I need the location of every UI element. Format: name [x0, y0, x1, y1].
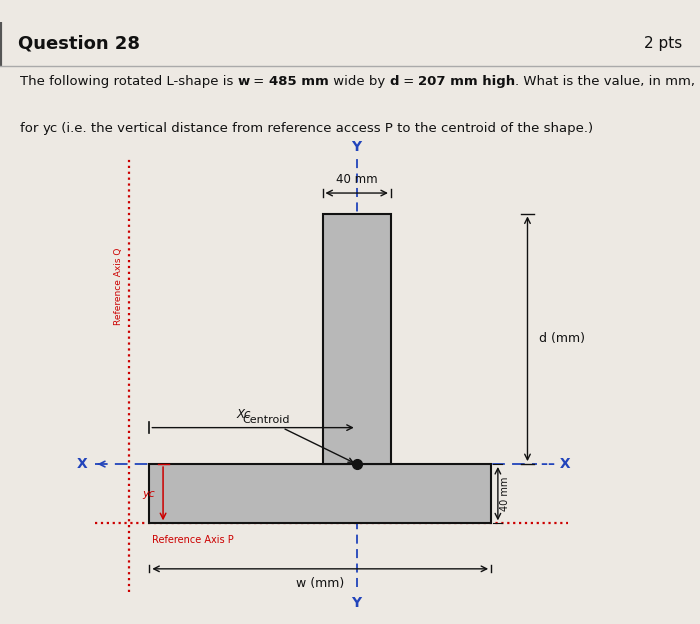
Text: Reference Axis P: Reference Axis P: [152, 535, 233, 545]
Text: 40 mm: 40 mm: [336, 173, 377, 186]
Text: Reference Axis Q: Reference Axis Q: [114, 248, 123, 325]
Text: w: w: [237, 75, 249, 88]
Text: Question 28: Question 28: [18, 35, 139, 52]
Text: The following rotated L-shape is: The following rotated L-shape is: [20, 75, 237, 88]
Text: yc: yc: [42, 122, 57, 135]
Text: 485 mm: 485 mm: [269, 75, 329, 88]
Text: yc: yc: [142, 489, 155, 499]
Text: 2 pts: 2 pts: [644, 36, 682, 51]
Bar: [323, 213, 391, 464]
Text: –– X: –– X: [541, 457, 570, 471]
Text: w (mm): w (mm): [296, 577, 344, 590]
Text: Y: Y: [351, 140, 362, 154]
Text: Centroid: Centroid: [243, 415, 353, 462]
Text: for: for: [20, 122, 42, 135]
Text: Xc: Xc: [237, 408, 251, 421]
Text: 40 mm: 40 mm: [500, 477, 510, 511]
Bar: [149, 464, 491, 524]
Text: 207 mm high: 207 mm high: [418, 75, 515, 88]
Text: wide by: wide by: [329, 75, 389, 88]
Text: =: =: [249, 75, 269, 88]
Text: X: X: [77, 457, 88, 471]
Text: (i.e. the vertical distance from reference access P to the centroid of the shape: (i.e. the vertical distance from referen…: [57, 122, 594, 135]
Text: Y: Y: [351, 596, 362, 610]
Text: d: d: [389, 75, 399, 88]
Text: . What is the value, in mm,: . What is the value, in mm,: [515, 75, 695, 88]
Text: d (mm): d (mm): [539, 333, 585, 345]
Text: =: =: [399, 75, 418, 88]
